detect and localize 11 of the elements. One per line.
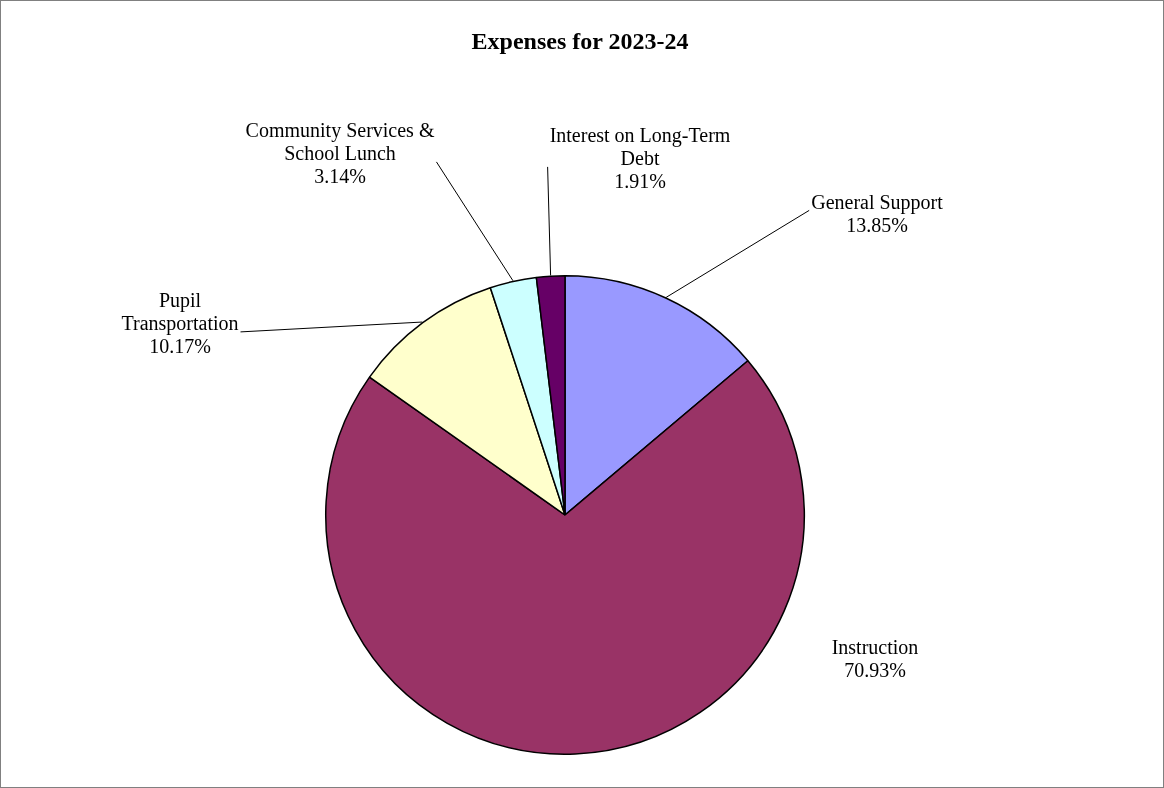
slice-label: Pupil Transportation	[121, 289, 239, 336]
data-label: 3.14%	[314, 165, 366, 188]
slice-label: Community Services & School Lunch	[245, 119, 435, 165]
data-label: 10.17%	[149, 335, 211, 358]
data-label: 1.91%	[614, 170, 666, 193]
slice-label: General Support	[811, 190, 944, 214]
slice-label: Instruction	[831, 635, 919, 658]
data-label: 70.93%	[844, 658, 906, 681]
chart-title: Expenses for 2023-24	[471, 28, 689, 55]
data-label: 13.85%	[846, 213, 908, 236]
slice-label: Interest on Long-Term Debt	[549, 124, 731, 170]
